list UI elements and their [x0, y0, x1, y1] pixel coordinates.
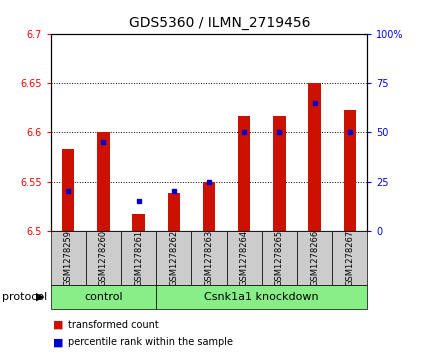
Text: GSM1278265: GSM1278265: [275, 230, 284, 286]
Text: GSM1278259: GSM1278259: [64, 230, 73, 286]
Bar: [121, 231, 156, 285]
Bar: [238, 116, 250, 231]
Bar: [156, 231, 191, 285]
Text: ■: ■: [53, 337, 63, 347]
Bar: [203, 182, 215, 231]
Bar: [308, 83, 321, 231]
Text: ▶: ▶: [36, 291, 44, 302]
Bar: [51, 231, 86, 285]
Bar: [227, 231, 262, 285]
Text: percentile rank within the sample: percentile rank within the sample: [68, 337, 233, 347]
Bar: [273, 116, 286, 231]
Text: GSM1278264: GSM1278264: [240, 230, 249, 286]
Bar: [97, 132, 110, 231]
Text: GSM1278260: GSM1278260: [99, 230, 108, 286]
Text: control: control: [84, 292, 123, 302]
Text: GSM1278263: GSM1278263: [205, 230, 213, 286]
Bar: [297, 231, 332, 285]
Text: GSM1278267: GSM1278267: [345, 230, 354, 286]
Bar: [62, 149, 74, 231]
Bar: [132, 214, 145, 231]
Text: protocol: protocol: [2, 291, 48, 302]
Text: GSM1278261: GSM1278261: [134, 230, 143, 286]
Text: GSM1278262: GSM1278262: [169, 230, 178, 286]
Text: Csnk1a1 knockdown: Csnk1a1 knockdown: [205, 292, 319, 302]
Bar: [344, 110, 356, 231]
Bar: [51, 285, 156, 309]
Text: transformed count: transformed count: [68, 320, 159, 330]
Text: GSM1278266: GSM1278266: [310, 230, 319, 286]
Text: ■: ■: [53, 320, 63, 330]
Bar: [262, 231, 297, 285]
Bar: [168, 193, 180, 231]
Bar: [86, 231, 121, 285]
Bar: [156, 285, 367, 309]
Bar: [191, 231, 227, 285]
Text: GDS5360 / ILMN_2719456: GDS5360 / ILMN_2719456: [129, 16, 311, 30]
Bar: [332, 231, 367, 285]
